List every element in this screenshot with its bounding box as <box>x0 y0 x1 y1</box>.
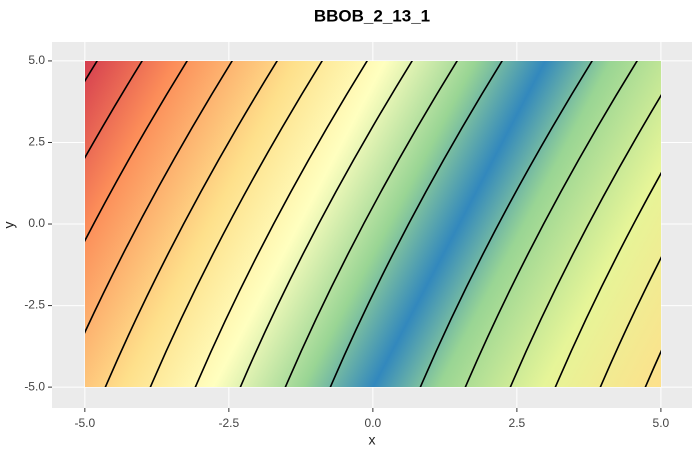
color-field <box>85 61 661 387</box>
contour-line <box>85 61 189 243</box>
contour-line <box>104 61 279 387</box>
y-tick-label: 5.0 <box>28 53 45 67</box>
x-tick-label: -2.5 <box>219 416 240 430</box>
contour-line <box>85 61 234 334</box>
x-tick-label: 0.0 <box>365 416 382 430</box>
contour-line <box>194 61 369 387</box>
x-tick-label: -5.0 <box>74 416 95 430</box>
contour-line <box>85 61 144 160</box>
y-tick-label: -2.5 <box>24 298 45 312</box>
contour-line <box>419 61 594 387</box>
x-axis-title: x <box>369 432 376 448</box>
x-tick-label: 2.5 <box>509 416 526 430</box>
y-axis-title: y <box>1 222 17 229</box>
y-tick-label: -5.0 <box>24 379 45 393</box>
contour-line <box>329 61 504 387</box>
chart-title: BBOB_2_13_1 <box>314 6 430 25</box>
y-tick-label: 0.0 <box>28 216 45 230</box>
contour-line <box>554 171 661 387</box>
contour-line <box>509 94 661 387</box>
contour-line <box>599 256 661 387</box>
contour-line <box>239 61 414 387</box>
contour-line <box>464 61 639 387</box>
contour-line <box>149 61 324 387</box>
contour-line <box>284 61 459 387</box>
contour-lines <box>85 61 661 387</box>
x-tick-label: 5.0 <box>653 416 670 430</box>
y-tick-label: 2.5 <box>28 135 45 149</box>
